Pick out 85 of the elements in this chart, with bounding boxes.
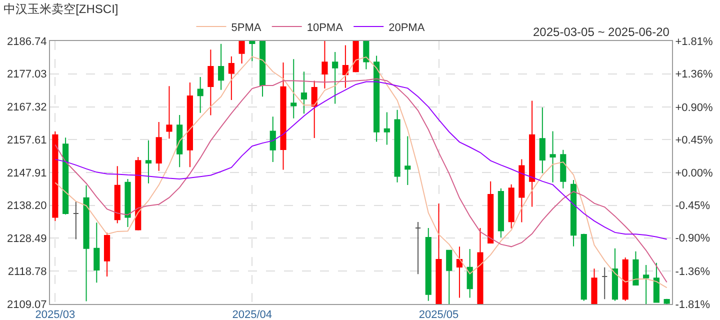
candlestick — [632, 250, 639, 286]
candlestick — [518, 158, 525, 223]
candlestick — [404, 136, 411, 186]
candlestick — [394, 109, 400, 183]
candlestick — [425, 228, 432, 302]
candlestick — [352, 41, 359, 73]
x-tick-label: 2025/03 — [35, 309, 76, 320]
candlestick — [539, 107, 546, 174]
candlestick — [186, 82, 193, 168]
candlestick — [342, 44, 348, 88]
legend-label: 10PMA — [306, 22, 344, 34]
candlestick — [477, 228, 484, 304]
candlestick — [446, 250, 452, 304]
candlestick — [228, 56, 234, 101]
candlestick — [135, 156, 142, 231]
candlestick — [104, 232, 110, 277]
candlestick — [374, 55, 380, 142]
candlestick — [664, 298, 670, 304]
y-tick-label: 2186.74 — [7, 36, 47, 48]
candlestick — [332, 51, 338, 104]
chart-subtitle: 2025-03-05 ~ 2025-06-20 — [533, 25, 670, 39]
y-tick-label: 2177.03 — [7, 68, 47, 81]
candlestick — [570, 179, 577, 247]
y-tick-label: 2157.61 — [7, 134, 47, 146]
candlestick — [602, 266, 608, 300]
y-tick-label: 2167.32 — [7, 102, 47, 114]
candlestick — [363, 41, 370, 70]
candlestick — [270, 116, 276, 163]
candlestick — [62, 137, 69, 215]
candlestick — [156, 122, 162, 172]
candlestick — [384, 112, 390, 146]
y2-tick-label: -1.36% — [675, 266, 710, 278]
y2-tick-label: +0.00% — [675, 167, 714, 180]
candlestick — [124, 178, 131, 228]
candlestick — [414, 221, 422, 275]
y2-tick-label: -0.45% — [675, 200, 710, 212]
candlestick — [612, 248, 618, 302]
candlestick — [208, 49, 214, 116]
y-tick-label: 2109.07 — [7, 298, 47, 311]
candlestick — [456, 246, 463, 298]
candlestick — [83, 184, 90, 302]
y-tick-label: 2118.78 — [8, 266, 47, 278]
x-tick-label: 2025/04 — [232, 309, 272, 320]
x-tick-label: 2025/05 — [418, 309, 459, 320]
y2-tick-label: -1.81% — [675, 298, 710, 311]
candlestick — [622, 257, 628, 302]
legend-label: 20PMA — [388, 22, 426, 34]
candlestick — [249, 41, 256, 62]
legend-label: 5PMA — [231, 22, 262, 34]
candlestick — [591, 268, 598, 304]
y-tick-label: 2138.20 — [7, 200, 47, 212]
y2-tick-label: -0.90% — [675, 232, 710, 245]
candlestick — [280, 62, 286, 170]
y2-tick-label: +1.36% — [675, 68, 714, 81]
candlestick — [488, 180, 494, 244]
candlestick — [218, 43, 224, 90]
y-tick-label: 2147.91 — [7, 167, 47, 180]
candlestick — [653, 262, 660, 303]
candlestick — [145, 140, 152, 184]
candlestick — [72, 201, 79, 240]
line-series — [54, 81, 668, 240]
candlestick — [322, 41, 328, 90]
candlestick — [290, 58, 297, 119]
candlestick — [259, 41, 266, 98]
candlestick — [176, 114, 183, 168]
candlestick — [550, 130, 556, 183]
candlestick — [529, 100, 536, 208]
y2-tick-label: +0.45% — [675, 134, 714, 147]
candlestick — [94, 222, 100, 284]
y2-tick-label: +0.90% — [675, 102, 714, 114]
candlestick — [197, 76, 204, 114]
y2-tick-label: +1.81% — [675, 36, 714, 48]
candlestick — [166, 86, 172, 140]
candlestick — [238, 41, 245, 64]
candlestick — [508, 184, 514, 229]
candlestick — [580, 233, 587, 302]
candlestick — [300, 71, 308, 114]
candlestick — [498, 188, 504, 238]
candlestick — [560, 149, 566, 189]
candlestick — [643, 264, 650, 304]
candlestick — [114, 166, 120, 224]
candlestick — [466, 248, 473, 298]
y-tick-label: 2128.49 — [7, 233, 47, 246]
chart-title: 中汉玉米卖空[ZHSCI] — [4, 2, 118, 16]
candlestick — [311, 80, 318, 138]
